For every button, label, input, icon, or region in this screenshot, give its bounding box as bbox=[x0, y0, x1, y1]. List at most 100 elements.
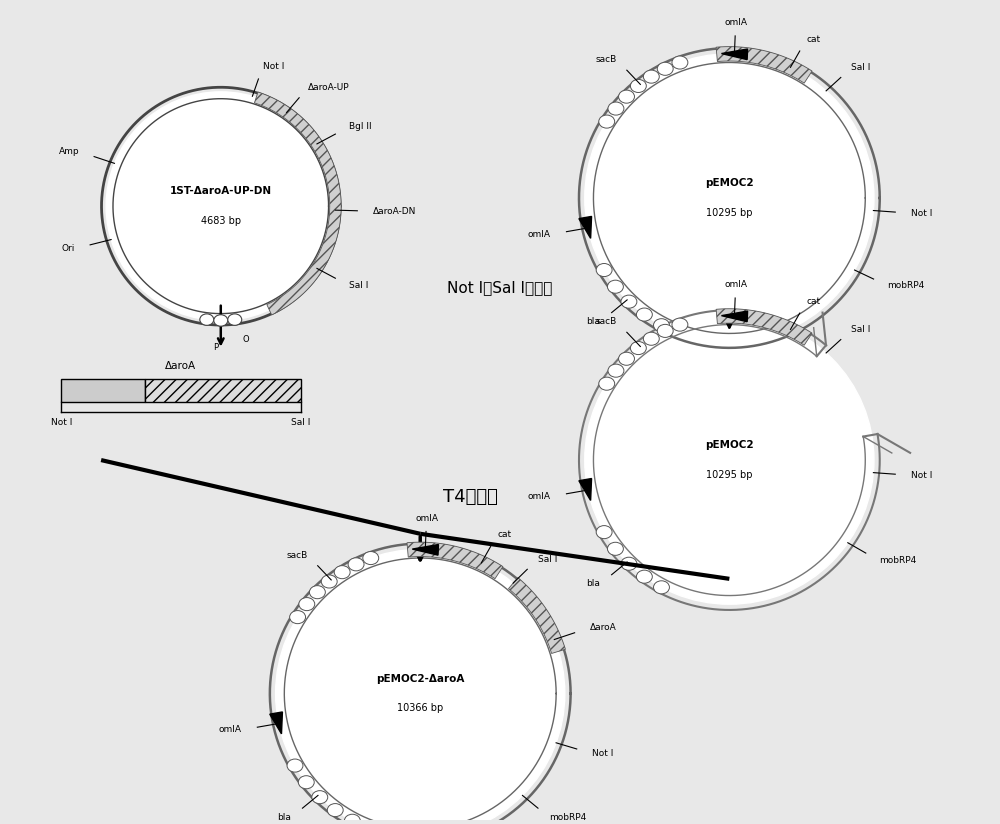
Text: bla: bla bbox=[586, 317, 600, 326]
Bar bbox=[61, 379, 145, 402]
Text: bla: bla bbox=[277, 813, 291, 822]
Text: P: P bbox=[213, 344, 218, 353]
Circle shape bbox=[348, 558, 364, 571]
Text: omlA: omlA bbox=[415, 514, 438, 523]
Polygon shape bbox=[270, 712, 282, 734]
Circle shape bbox=[643, 332, 659, 345]
Text: pEMOC2: pEMOC2 bbox=[705, 440, 754, 451]
Polygon shape bbox=[509, 578, 565, 653]
Circle shape bbox=[287, 759, 303, 772]
Circle shape bbox=[298, 775, 314, 789]
Text: 4683 bp: 4683 bp bbox=[201, 216, 241, 226]
Ellipse shape bbox=[585, 316, 874, 604]
Text: mobRP4: mobRP4 bbox=[887, 281, 925, 290]
Circle shape bbox=[654, 581, 669, 594]
Text: sacB: sacB bbox=[596, 317, 617, 326]
Circle shape bbox=[607, 280, 623, 293]
Polygon shape bbox=[579, 479, 592, 500]
Circle shape bbox=[608, 364, 624, 377]
Circle shape bbox=[657, 63, 673, 75]
Circle shape bbox=[599, 115, 615, 128]
Text: cat: cat bbox=[806, 35, 821, 44]
Text: Not I: Not I bbox=[911, 208, 933, 218]
Text: Not I: Not I bbox=[263, 62, 284, 71]
Text: Sal I: Sal I bbox=[851, 325, 871, 335]
Circle shape bbox=[228, 314, 242, 325]
Polygon shape bbox=[579, 217, 592, 238]
Text: 10366 bp: 10366 bp bbox=[397, 703, 443, 714]
Circle shape bbox=[596, 264, 612, 277]
Text: ΔaroA-DN: ΔaroA-DN bbox=[373, 207, 417, 216]
Text: ΔaroA: ΔaroA bbox=[589, 623, 616, 632]
Bar bbox=[145, 379, 301, 402]
Text: Sal I: Sal I bbox=[538, 555, 557, 564]
Polygon shape bbox=[412, 545, 438, 555]
Text: omlA: omlA bbox=[219, 725, 242, 734]
Ellipse shape bbox=[106, 91, 335, 321]
Text: pEMOC2-ΔaroA: pEMOC2-ΔaroA bbox=[376, 674, 464, 684]
Circle shape bbox=[344, 814, 360, 824]
Text: Sal I: Sal I bbox=[851, 63, 871, 73]
Text: bla: bla bbox=[586, 579, 600, 588]
Text: mobRP4: mobRP4 bbox=[549, 813, 587, 822]
Circle shape bbox=[621, 295, 637, 308]
Text: Amp: Amp bbox=[59, 147, 79, 157]
Text: pEMOC2: pEMOC2 bbox=[705, 178, 754, 188]
Text: 10295 bp: 10295 bp bbox=[706, 470, 753, 480]
Polygon shape bbox=[721, 49, 748, 59]
Circle shape bbox=[334, 565, 350, 578]
Circle shape bbox=[200, 314, 214, 325]
Circle shape bbox=[599, 377, 615, 391]
Circle shape bbox=[636, 308, 652, 321]
Circle shape bbox=[290, 611, 306, 624]
Polygon shape bbox=[721, 311, 748, 321]
Circle shape bbox=[672, 56, 688, 69]
Circle shape bbox=[657, 325, 673, 337]
Polygon shape bbox=[716, 309, 812, 345]
Ellipse shape bbox=[585, 54, 874, 342]
Polygon shape bbox=[254, 92, 341, 315]
Circle shape bbox=[596, 526, 612, 539]
Text: 10295 bp: 10295 bp bbox=[706, 208, 753, 218]
Text: omlA: omlA bbox=[724, 280, 747, 289]
Text: O: O bbox=[242, 335, 249, 344]
Circle shape bbox=[608, 102, 624, 115]
Text: Not I: Not I bbox=[592, 749, 613, 758]
Text: ΔaroA: ΔaroA bbox=[165, 361, 196, 371]
Text: T4连接酶: T4连接酶 bbox=[443, 488, 498, 506]
Circle shape bbox=[321, 575, 337, 588]
Text: ΔaroA-UP: ΔaroA-UP bbox=[308, 82, 350, 91]
Circle shape bbox=[299, 597, 315, 611]
Circle shape bbox=[363, 551, 379, 564]
Text: omlA: omlA bbox=[724, 18, 747, 27]
Text: cat: cat bbox=[806, 297, 821, 306]
Circle shape bbox=[636, 570, 652, 583]
Circle shape bbox=[309, 586, 325, 599]
Text: Sal I: Sal I bbox=[291, 419, 310, 428]
Text: Bgl II: Bgl II bbox=[349, 123, 371, 132]
Text: Not I: Not I bbox=[51, 419, 72, 428]
Circle shape bbox=[621, 557, 637, 570]
Text: mobRP4: mobRP4 bbox=[879, 556, 916, 565]
Circle shape bbox=[654, 319, 669, 332]
Circle shape bbox=[607, 542, 623, 555]
Ellipse shape bbox=[276, 550, 565, 824]
Circle shape bbox=[630, 79, 646, 92]
Text: sacB: sacB bbox=[287, 551, 308, 559]
Text: sacB: sacB bbox=[596, 55, 617, 64]
Text: Not I、Sal I双酶切: Not I、Sal I双酶切 bbox=[447, 280, 553, 296]
Text: Sal I: Sal I bbox=[349, 281, 368, 290]
Circle shape bbox=[312, 791, 328, 803]
Text: Not I: Not I bbox=[911, 471, 933, 480]
Circle shape bbox=[619, 352, 634, 365]
Circle shape bbox=[643, 70, 659, 83]
Circle shape bbox=[214, 315, 228, 326]
Text: 1ST-ΔaroA-UP-DN: 1ST-ΔaroA-UP-DN bbox=[170, 186, 272, 196]
Text: cat: cat bbox=[497, 530, 511, 539]
Circle shape bbox=[327, 803, 343, 817]
Circle shape bbox=[630, 341, 646, 354]
Text: omlA: omlA bbox=[528, 492, 551, 501]
Text: omlA: omlA bbox=[528, 230, 551, 239]
Text: Ori: Ori bbox=[61, 244, 75, 253]
Polygon shape bbox=[716, 47, 812, 83]
